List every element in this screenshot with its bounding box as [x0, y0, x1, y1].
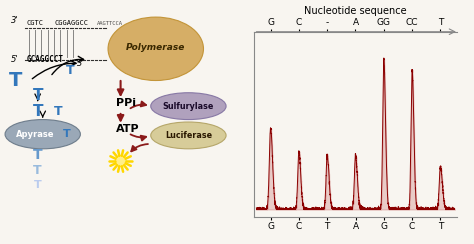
Text: CGGAGGCC: CGGAGGCC — [54, 20, 88, 26]
Ellipse shape — [151, 93, 226, 120]
Text: T: T — [32, 103, 43, 119]
Text: Luciferase: Luciferase — [165, 131, 212, 140]
Text: T: T — [32, 88, 43, 103]
Text: ATP: ATP — [116, 124, 139, 134]
Text: T: T — [9, 71, 22, 90]
Text: CGTC: CGTC — [27, 20, 44, 26]
Circle shape — [115, 156, 126, 166]
Text: Polymerase: Polymerase — [126, 43, 185, 52]
Text: PPi: PPi — [116, 98, 136, 108]
Text: T: T — [54, 104, 62, 118]
Text: 3': 3' — [11, 16, 19, 25]
Text: T: T — [33, 148, 43, 162]
Ellipse shape — [108, 17, 203, 81]
Text: AAGTTCCA: AAGTTCCA — [97, 21, 123, 26]
Text: Apyrase: Apyrase — [16, 130, 55, 139]
Text: T: T — [33, 164, 42, 177]
Text: Sulfurylase: Sulfurylase — [163, 102, 214, 111]
Ellipse shape — [151, 122, 226, 149]
Ellipse shape — [5, 120, 81, 149]
Text: T: T — [34, 181, 42, 190]
Text: 5': 5' — [11, 55, 19, 64]
Text: T: T — [63, 129, 71, 139]
Text: GCAGGCCT: GCAGGCCT — [27, 55, 64, 64]
Text: 3': 3' — [77, 59, 84, 68]
Text: T: T — [66, 64, 74, 77]
X-axis label: Nucleotide sequence: Nucleotide sequence — [304, 6, 407, 16]
